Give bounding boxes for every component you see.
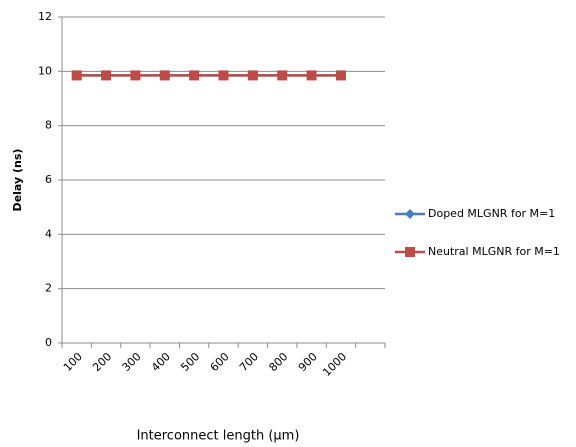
x-tick-label: 800 — [266, 350, 290, 374]
y-axis-label: Delay (ns) — [11, 149, 24, 212]
marker — [277, 70, 288, 81]
y-tick-label: 0 — [45, 336, 52, 349]
y-tick-label: 4 — [45, 227, 52, 240]
legend-label: Doped MLGNR for M=1 — [428, 207, 555, 220]
y-tick-label: 10 — [38, 64, 52, 77]
x-tick-label: 1000 — [320, 350, 349, 379]
y-tick-label: 6 — [45, 173, 52, 186]
marker — [101, 70, 112, 81]
x-tick-label: 600 — [208, 350, 232, 374]
marker — [247, 70, 258, 81]
marker — [335, 70, 346, 81]
marker — [189, 70, 200, 81]
x-tick-label: 700 — [237, 350, 261, 374]
x-tick-label: 900 — [296, 350, 320, 374]
marker — [306, 70, 317, 81]
x-tick-label: 500 — [178, 350, 202, 374]
x-tick-label: 200 — [90, 350, 114, 374]
marker — [405, 247, 415, 257]
marker — [218, 70, 229, 81]
marker — [130, 70, 141, 81]
marker — [405, 209, 415, 219]
y-tick-label: 12 — [38, 10, 52, 23]
x-axis-label: Interconnect length (µm) — [137, 429, 300, 444]
x-tick-label: 100 — [61, 350, 85, 374]
y-tick-label: 2 — [45, 282, 52, 295]
y-tick-label: 8 — [45, 119, 52, 132]
x-tick-label: 400 — [149, 350, 173, 374]
legend-label: Neutral MLGNR for M=1 — [428, 245, 560, 258]
x-tick-label: 300 — [120, 350, 144, 374]
marker — [71, 70, 82, 81]
marker — [159, 70, 170, 81]
